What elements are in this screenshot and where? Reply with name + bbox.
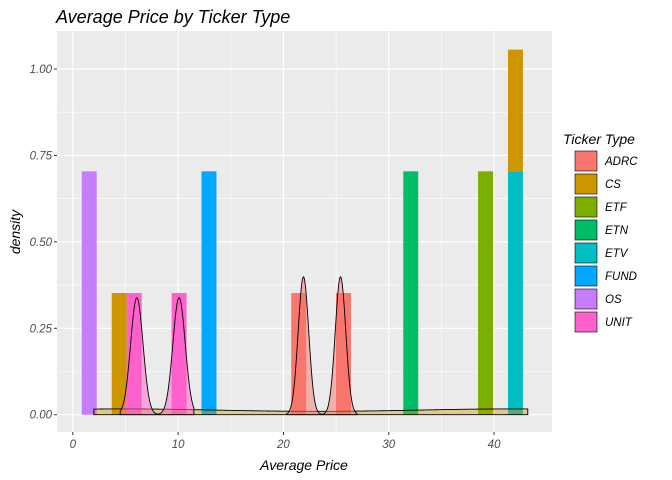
- legend-label-etf: ETF: [605, 202, 628, 214]
- bar-cs: [111, 293, 127, 415]
- legend-swatch-unit: [574, 311, 598, 333]
- bar-etv: [507, 171, 523, 415]
- bar-os: [81, 171, 97, 415]
- density-curve-unit: [119, 297, 195, 416]
- legend-label-unit: UNIT: [605, 317, 633, 329]
- x-tick-label: 10: [172, 439, 185, 451]
- legend-swatch-etf: [574, 196, 598, 218]
- legend-label-etv: ETV: [605, 248, 629, 260]
- density-curves: [93, 276, 529, 416]
- y-axis-ticks: 0.00 0.25 0.50 0.75 1.00: [30, 64, 57, 422]
- y-tick-label: 0.50: [30, 237, 53, 249]
- legend-label-etn: ETN: [605, 225, 629, 237]
- legend-swatch-adrc: [574, 150, 598, 172]
- legend-swatch-etv: [574, 242, 598, 264]
- x-tick-label: 40: [488, 439, 501, 451]
- y-tick-label: 0.25: [30, 323, 53, 335]
- x-tick-label: 20: [276, 439, 290, 451]
- legend-swatch-cs: [574, 173, 598, 195]
- y-axis-title: density: [7, 209, 23, 254]
- legend-label-os: OS: [605, 294, 622, 306]
- bar-fund: [201, 171, 217, 415]
- bar-etn: [403, 171, 419, 415]
- chart-title: Average Price by Ticker Type: [55, 7, 290, 27]
- legend: Ticker Type ADRC CS ETF ETN ETV FUND OS UNIT: [563, 131, 638, 333]
- y-tick-label: 0.00: [30, 410, 53, 422]
- x-tick-label: 0: [70, 439, 77, 451]
- y-tick-label: 1.00: [30, 64, 53, 76]
- x-tick-label: 30: [382, 439, 395, 451]
- x-axis-title: Average Price: [259, 457, 348, 473]
- legend-label-fund: FUND: [605, 271, 637, 283]
- bar-etf: [478, 171, 494, 415]
- density-curve-adrc: [286, 276, 358, 416]
- legend-title: Ticker Type: [563, 131, 635, 147]
- bar-cs: [507, 49, 523, 172]
- y-tick-label: 0.75: [30, 150, 53, 162]
- legend-swatch-os: [574, 288, 598, 310]
- legend-label-adrc: ADRC: [604, 156, 638, 168]
- legend-swatch-fund: [574, 265, 598, 287]
- legend-label-cs: CS: [605, 179, 621, 191]
- legend-swatch-etn: [574, 219, 598, 241]
- x-axis-ticks: 0 10 20 30 40: [70, 432, 501, 451]
